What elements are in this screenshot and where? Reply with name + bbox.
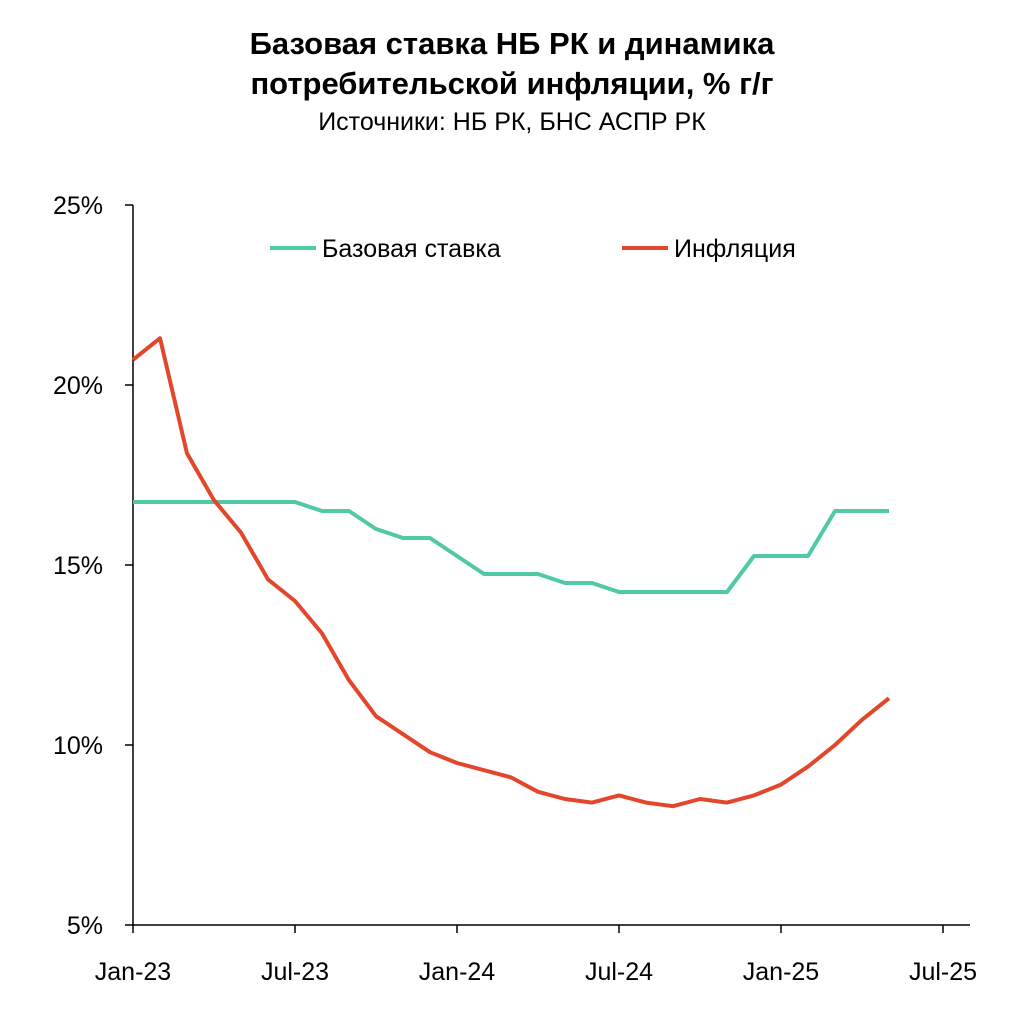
x-tick-label: Jul-24 <box>585 958 653 986</box>
x-tick-label: Jan-23 <box>95 958 171 986</box>
data-point-2 <box>320 631 324 635</box>
y-tick-label: 10% <box>53 732 103 760</box>
chart-subtitle: Источники: НБ РК, БНС АСПР РК <box>318 108 706 136</box>
x-tick-label: Jan-25 <box>743 958 819 986</box>
series-layer <box>131 336 891 809</box>
data-point-2 <box>617 793 621 797</box>
data-point-1 <box>671 590 675 594</box>
data-point-2 <box>590 801 594 805</box>
data-point-1 <box>266 500 270 504</box>
data-point-1 <box>806 554 810 558</box>
data-point-2 <box>536 790 540 794</box>
data-point-1 <box>833 509 837 513</box>
data-point-2 <box>455 761 459 765</box>
data-point-1 <box>185 500 189 504</box>
series-line-2 <box>131 336 891 809</box>
data-point-1 <box>644 590 648 594</box>
data-point-1 <box>590 581 594 585</box>
chart-title-line1: Базовая ставка НБ РК и динамика <box>249 26 775 61</box>
data-point-1 <box>131 500 135 504</box>
legend: Базовая ставка Инфляция <box>270 235 796 263</box>
data-point-1 <box>617 590 621 594</box>
data-point-1 <box>455 554 459 558</box>
data-point-2 <box>887 696 891 700</box>
data-point-1 <box>239 500 243 504</box>
axes: 5% 10% 15% 20% 25% Jan-23 Jul-23 Jan-24 Jul-24 Ja… <box>53 192 977 986</box>
y-tick-label: 5% <box>67 912 103 940</box>
data-point-2 <box>428 750 432 754</box>
data-point-1 <box>482 572 486 576</box>
data-point-1 <box>752 554 756 558</box>
y-tick-label: 15% <box>53 552 103 580</box>
data-point-1 <box>563 581 567 585</box>
y-tick-label: 20% <box>53 372 103 400</box>
chart-title-line2: потребительской инфляции, % г/г <box>250 66 774 101</box>
data-point-2 <box>860 718 864 722</box>
data-point-1 <box>698 590 702 594</box>
data-point-1 <box>887 509 891 513</box>
data-point-2 <box>266 577 270 581</box>
legend-label-2: Инфляция <box>674 235 796 263</box>
data-point-1 <box>779 554 783 558</box>
data-point-1 <box>158 500 162 504</box>
data-point-1 <box>536 572 540 576</box>
data-point-2 <box>563 797 567 801</box>
series-line-1 <box>133 500 889 594</box>
data-point-1 <box>509 572 513 576</box>
data-point-2 <box>779 783 783 787</box>
data-point-2 <box>509 775 513 779</box>
data-point-2 <box>725 801 729 805</box>
data-point-2 <box>293 599 297 603</box>
data-point-2 <box>752 793 756 797</box>
data-point-2 <box>482 768 486 772</box>
x-tick-label: Jul-25 <box>909 958 977 986</box>
data-point-2 <box>833 743 837 747</box>
data-point-2 <box>347 678 351 682</box>
data-point-2 <box>239 531 243 535</box>
data-point-1 <box>374 527 378 531</box>
data-point-2 <box>158 336 162 340</box>
data-point-1 <box>401 536 405 540</box>
x-tick-label: Jul-23 <box>261 958 329 986</box>
data-point-1 <box>860 509 864 513</box>
data-point-2 <box>185 451 189 455</box>
data-point-1 <box>725 590 729 594</box>
y-tick-label: 25% <box>53 192 103 220</box>
data-point-2 <box>374 714 378 718</box>
data-point-1 <box>347 509 351 513</box>
data-point-1 <box>293 500 297 504</box>
data-point-2 <box>401 732 405 736</box>
data-point-2 <box>644 801 648 805</box>
data-point-1 <box>320 509 324 513</box>
data-point-2 <box>698 797 702 801</box>
data-point-2 <box>131 358 135 362</box>
data-point-2 <box>671 804 675 808</box>
data-point-1 <box>428 536 432 540</box>
data-point-2 <box>806 765 810 769</box>
legend-label-1: Базовая ставка <box>322 235 501 263</box>
data-point-2 <box>212 498 216 502</box>
x-tick-label: Jan-24 <box>419 958 496 986</box>
